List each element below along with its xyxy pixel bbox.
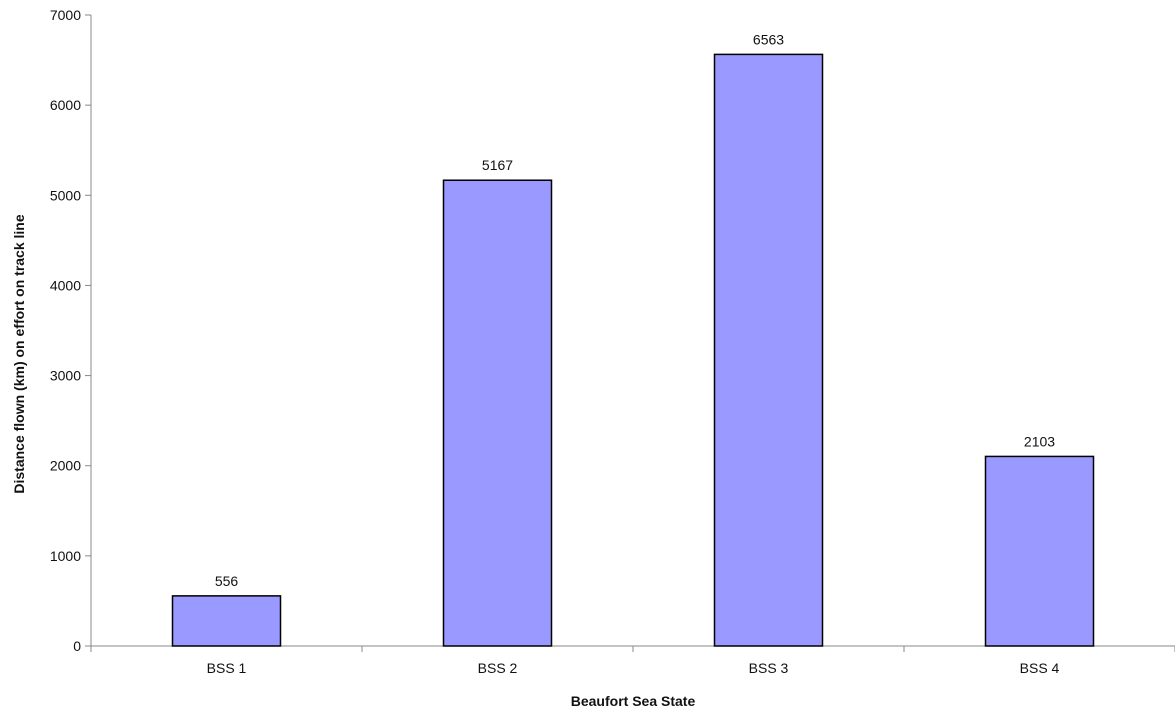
bar-bss-1 [171, 595, 282, 647]
data-label: 5167 [482, 157, 513, 173]
y-tick-label: 6000 [50, 97, 81, 113]
bar-bss-2 [442, 179, 553, 647]
y-axis-title: Distance flown (km) on effort on track l… [11, 214, 27, 493]
y-axis-ticks: 0 1000 2000 3000 4000 5000 6000 7000 [50, 7, 91, 654]
bars [171, 53, 1095, 647]
y-tick-label: 0 [73, 638, 81, 654]
data-labels: 556 5167 6563 2103 [215, 31, 1055, 588]
y-tick-label: 7000 [50, 7, 81, 23]
x-tick-label: BSS 2 [478, 660, 518, 676]
data-label: 6563 [753, 31, 784, 47]
y-tick-label: 1000 [50, 548, 81, 564]
x-tick-label: BSS 3 [749, 660, 789, 676]
y-tick-label: 3000 [50, 368, 81, 384]
bar-bss-3 [713, 53, 824, 647]
x-tick-label: BSS 1 [207, 660, 247, 676]
data-label: 2103 [1024, 433, 1055, 449]
x-axis-ticks: BSS 1 BSS 2 BSS 3 BSS 4 [90, 646, 1175, 676]
y-tick-label: 2000 [50, 458, 81, 474]
data-label: 556 [215, 573, 239, 589]
x-axis-title: Beaufort Sea State [571, 693, 696, 709]
y-tick-label: 5000 [50, 187, 81, 203]
bar-bss-4 [984, 455, 1095, 647]
y-tick-label: 4000 [50, 277, 81, 293]
x-tick-label: BSS 4 [1020, 660, 1060, 676]
